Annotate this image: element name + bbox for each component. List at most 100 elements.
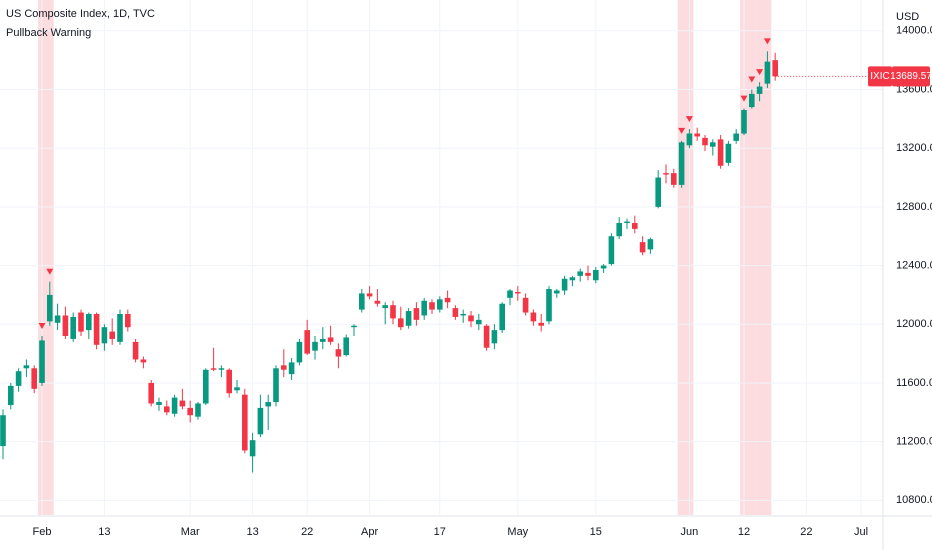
warning-band xyxy=(763,0,772,515)
candle-body xyxy=(749,93,755,108)
candle-body xyxy=(47,294,53,322)
x-tick-label: Jul xyxy=(854,526,868,538)
candle-body xyxy=(39,340,45,383)
candle-body xyxy=(429,302,435,310)
currency-bg xyxy=(888,8,928,26)
candle-body xyxy=(585,272,591,276)
candle-body xyxy=(312,341,318,351)
candle-body xyxy=(320,338,326,342)
candle-body xyxy=(608,236,615,265)
candle-body xyxy=(15,371,22,386)
candle-body xyxy=(117,313,123,342)
candle-body xyxy=(187,407,193,416)
candle-body xyxy=(0,415,6,447)
candle-body xyxy=(639,242,646,253)
candle-body xyxy=(304,330,310,354)
candle-body xyxy=(577,271,583,276)
candle-body xyxy=(546,289,552,322)
x-tick-label: 17 xyxy=(434,526,446,538)
ticker-label: IXIC xyxy=(870,71,889,82)
candle-body xyxy=(273,368,279,403)
candle-body xyxy=(444,297,451,303)
candle-body xyxy=(86,313,92,331)
candle-body xyxy=(382,305,388,309)
candle-body xyxy=(242,394,248,451)
y-tick-label: 11600.00 xyxy=(896,377,932,389)
candle-body xyxy=(671,173,677,185)
indicator-name: Pullback Warning xyxy=(6,27,91,39)
candle-body xyxy=(717,139,724,166)
x-tick-label: 13 xyxy=(98,526,110,538)
candle-body xyxy=(23,365,30,369)
chart-title: US Composite Index, 1D, TVC xyxy=(6,8,155,20)
candle-body xyxy=(374,300,381,304)
warning-band xyxy=(755,0,764,515)
candle-body xyxy=(499,303,505,331)
candle-body xyxy=(234,387,240,391)
candle-body xyxy=(281,365,287,370)
y-tick-label: 13600.00 xyxy=(896,83,932,95)
candle-body xyxy=(218,368,225,370)
candle-body xyxy=(8,385,14,405)
candle-body xyxy=(702,137,708,146)
candle-body xyxy=(70,316,76,339)
candle-body xyxy=(483,325,490,348)
x-tick-label: 12 xyxy=(738,526,750,538)
warning-marker xyxy=(740,95,748,102)
x-tick-label: May xyxy=(507,526,528,538)
candle-body xyxy=(522,297,529,313)
warning-marker xyxy=(38,322,46,329)
candle-body xyxy=(710,142,716,147)
candle-body xyxy=(78,312,84,332)
candle-body xyxy=(257,407,264,435)
candle-body xyxy=(530,312,537,322)
candle-body xyxy=(686,133,693,146)
candle-body xyxy=(93,313,100,345)
warning-marker xyxy=(685,116,693,123)
candle-body xyxy=(101,327,108,344)
candle-body xyxy=(507,290,513,298)
candle-body xyxy=(476,319,482,325)
y-tick-label: 12000.00 xyxy=(896,318,932,330)
candle-body xyxy=(390,305,396,319)
candle-body xyxy=(554,290,560,294)
candle-body xyxy=(437,299,443,310)
candle-body xyxy=(772,60,778,77)
candle-body xyxy=(288,362,295,375)
warning-marker xyxy=(678,127,686,134)
warning-band xyxy=(747,0,756,515)
y-tick-label: 12800.00 xyxy=(896,201,932,213)
x-tick-label: Feb xyxy=(33,526,52,538)
candle-body xyxy=(210,368,217,370)
candle-body xyxy=(366,293,373,297)
candle-body xyxy=(452,308,459,317)
candle-body xyxy=(171,397,178,414)
candle-body xyxy=(741,110,747,134)
warning-marker xyxy=(748,76,756,83)
candle-body xyxy=(733,133,739,141)
ticker-tag xyxy=(868,66,892,87)
candle-body xyxy=(398,318,404,328)
candle-body xyxy=(460,313,466,316)
x-tick-label: Apr xyxy=(361,526,378,538)
warning-marker xyxy=(756,69,764,76)
candle-body xyxy=(148,382,154,404)
x-tick-label: 22 xyxy=(800,526,812,538)
candle-body xyxy=(351,325,357,328)
candle-body xyxy=(140,359,147,363)
candle-body xyxy=(156,402,162,405)
candle-body xyxy=(655,177,661,207)
candle-body xyxy=(600,265,607,269)
candle-body xyxy=(593,269,599,281)
y-tick-label: 13200.00 xyxy=(896,142,932,154)
warning-band xyxy=(45,0,54,515)
candle-body xyxy=(663,173,669,175)
price-tag xyxy=(892,66,930,87)
candle-body xyxy=(54,315,61,323)
x-tick-label: Jun xyxy=(681,526,699,538)
candle-body xyxy=(327,337,334,342)
candle-body xyxy=(296,341,303,363)
x-tick-label: 13 xyxy=(246,526,258,538)
candle-body xyxy=(249,440,256,457)
